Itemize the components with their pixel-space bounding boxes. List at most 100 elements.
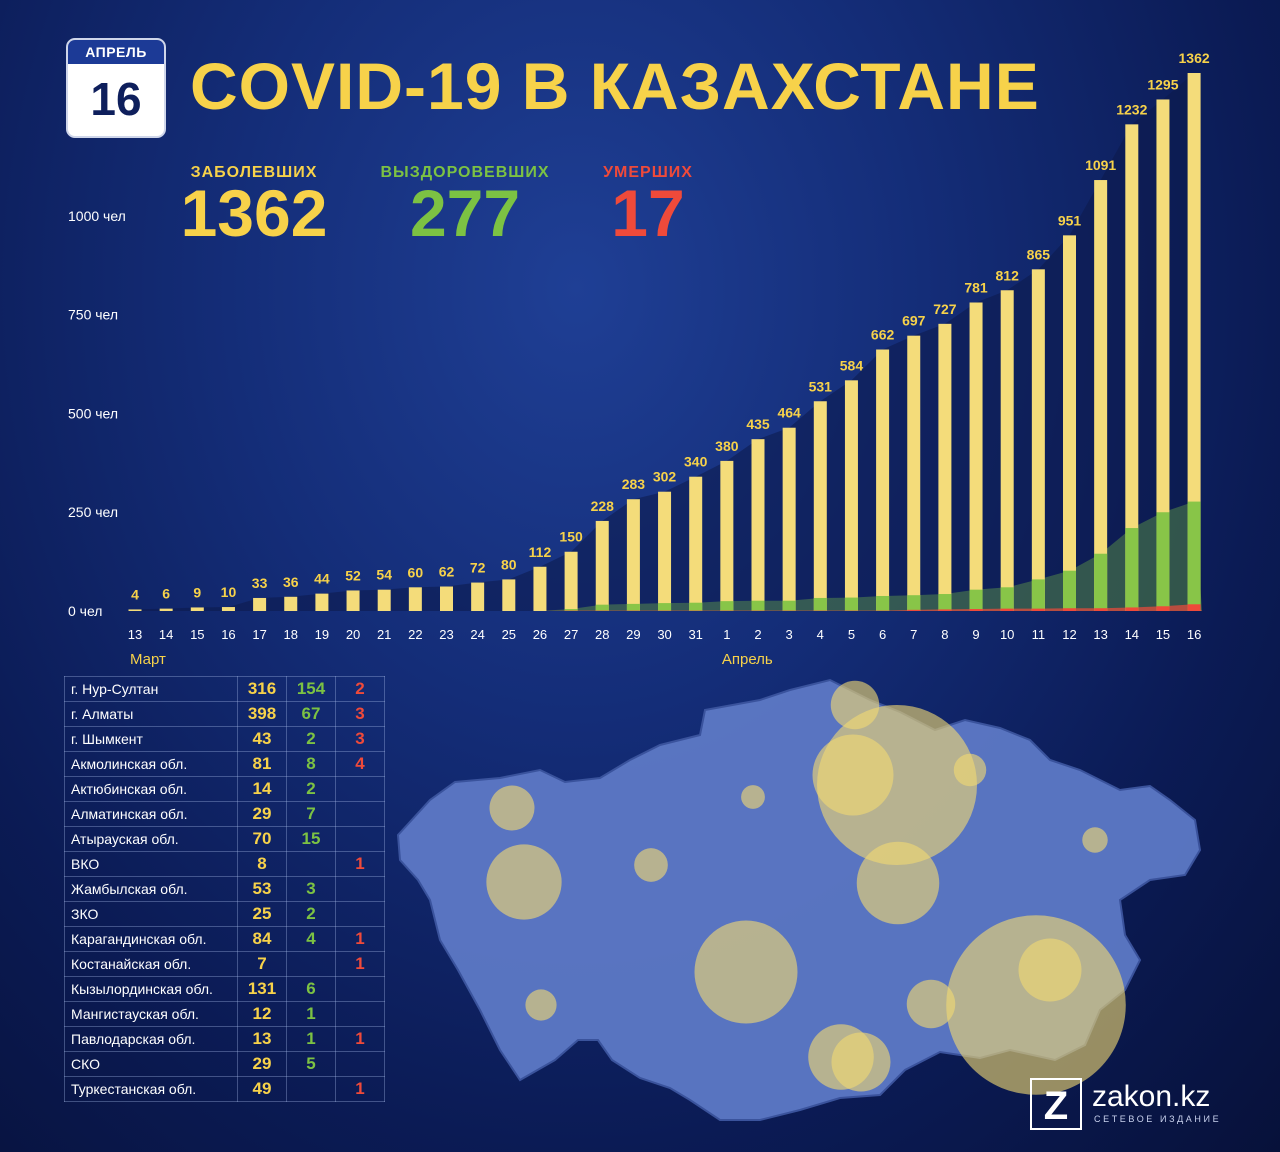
x-tick-label: 24 bbox=[470, 627, 484, 642]
chart-y-ticks: 0 чел 250 чел 500 чел 750 чел 1000 чел bbox=[68, 208, 126, 619]
recovered-bar bbox=[1125, 528, 1139, 611]
region-name: Жамбылская обл. bbox=[64, 876, 238, 902]
map-bubble bbox=[830, 680, 880, 730]
x-tick-label: 28 bbox=[595, 627, 609, 642]
recovered-bar bbox=[626, 603, 640, 611]
cases-bar bbox=[1000, 290, 1014, 611]
map-bubble bbox=[953, 753, 987, 787]
bar-value-label: 54 bbox=[376, 567, 392, 583]
bar-value-label: 10 bbox=[221, 584, 237, 600]
deaths-bar bbox=[907, 609, 921, 611]
bar-value-label: 340 bbox=[684, 454, 708, 470]
table-row: г. Нур-Султан 316 154 2 bbox=[64, 676, 385, 702]
table-row: г. Алматы 398 67 3 bbox=[64, 701, 385, 727]
region-deaths: 3 bbox=[335, 726, 385, 752]
deaths-bar bbox=[1094, 608, 1108, 611]
bar-value-label: 72 bbox=[470, 560, 486, 576]
region-recovered bbox=[286, 951, 336, 977]
cases-bar bbox=[844, 380, 858, 611]
region-name: Костанайская обл. bbox=[64, 951, 238, 977]
bar-value-label: 283 bbox=[622, 476, 646, 492]
recovered-bar bbox=[938, 594, 952, 611]
map-bubble bbox=[906, 979, 956, 1029]
cases-bar bbox=[876, 349, 890, 611]
region-name: г. Алматы bbox=[64, 701, 238, 727]
region-deaths bbox=[335, 1001, 385, 1027]
table-row: Кызылординская обл. 131 6 bbox=[64, 976, 385, 1002]
bar-value-label: 228 bbox=[591, 498, 615, 514]
cases-bar bbox=[190, 607, 204, 611]
region-cases: 12 bbox=[237, 1001, 287, 1027]
deaths-bar bbox=[1000, 608, 1014, 611]
recovered-bar bbox=[720, 601, 734, 611]
region-recovered: 2 bbox=[286, 776, 336, 802]
bar-value-label: 150 bbox=[559, 529, 583, 545]
cases-bar bbox=[221, 607, 235, 611]
recovered-bar bbox=[782, 600, 796, 611]
deaths-bar bbox=[969, 609, 983, 611]
x-tick-label: 2 bbox=[754, 627, 761, 642]
cases-bar bbox=[782, 427, 796, 611]
map-bubble bbox=[856, 841, 940, 925]
region-recovered bbox=[286, 851, 336, 877]
x-tick-label: 25 bbox=[502, 627, 516, 642]
region-name: Карагандинская обл. bbox=[64, 926, 238, 952]
cases-bar bbox=[533, 566, 547, 611]
region-cases: 14 bbox=[237, 776, 287, 802]
region-name: г. Шымкент bbox=[64, 726, 238, 752]
bar-value-label: 697 bbox=[902, 313, 926, 329]
cases-bar bbox=[502, 579, 516, 611]
table-row: Туркестанская обл. 49 1 bbox=[64, 1076, 385, 1102]
cases-value: 1362 bbox=[180, 176, 328, 250]
chart-month-labels: Март Апрель bbox=[130, 651, 773, 668]
region-name: СКО bbox=[64, 1051, 238, 1077]
bar-value-label: 302 bbox=[653, 469, 677, 485]
x-tick-label: 16 bbox=[221, 627, 235, 642]
x-tick-label: 9 bbox=[972, 627, 979, 642]
region-cases: 81 bbox=[237, 751, 287, 777]
map-bubble bbox=[525, 989, 557, 1021]
x-tick-label: 8 bbox=[941, 627, 948, 642]
cases-bar bbox=[658, 491, 672, 611]
map-bubble bbox=[486, 844, 562, 920]
cases-bar bbox=[813, 401, 827, 611]
map-bubble bbox=[946, 915, 1126, 1095]
table-row: Жамбылская обл. 53 3 bbox=[64, 876, 385, 902]
recovered-bar bbox=[876, 595, 890, 611]
cases-bar bbox=[159, 608, 173, 611]
table-row: Акмолинская обл. 81 8 4 bbox=[64, 751, 385, 777]
region-recovered: 5 bbox=[286, 1051, 336, 1077]
cases-bar bbox=[626, 499, 640, 611]
bar-value-label: 1232 bbox=[1116, 101, 1147, 117]
region-cases: 84 bbox=[237, 926, 287, 952]
region-recovered bbox=[286, 1076, 336, 1102]
deaths-bar bbox=[938, 609, 952, 611]
map-bubble bbox=[808, 1024, 874, 1090]
region-cases: 53 bbox=[237, 876, 287, 902]
y-tick-label: 1000 чел bbox=[68, 208, 126, 224]
x-tick-label: 22 bbox=[408, 627, 422, 642]
cases-bar bbox=[346, 590, 360, 611]
regions-table: г. Нур-Султан 316 154 2 г. Алматы 398 67 3 г. Шы… bbox=[64, 676, 385, 1102]
x-tick-label: 3 bbox=[786, 627, 793, 642]
x-tick-label: 4 bbox=[817, 627, 824, 642]
region-recovered: 1 bbox=[286, 1001, 336, 1027]
cases-area bbox=[127, 73, 1203, 611]
cases-bar bbox=[1125, 124, 1139, 611]
x-tick-label: 17 bbox=[252, 627, 266, 642]
bar-value-label: 62 bbox=[439, 564, 455, 580]
region-cases: 398 bbox=[237, 701, 287, 727]
cases-bar bbox=[938, 323, 952, 611]
table-row: Павлодарская обл. 13 1 1 bbox=[64, 1026, 385, 1052]
recovered-bar bbox=[969, 589, 983, 611]
table-row: Атырауская обл. 70 15 bbox=[64, 826, 385, 852]
region-recovered: 2 bbox=[286, 901, 336, 927]
region-recovered: 3 bbox=[286, 876, 336, 902]
x-tick-label: 15 bbox=[1156, 627, 1170, 642]
deaths-bar bbox=[1125, 607, 1139, 611]
x-tick-label: 1 bbox=[723, 627, 730, 642]
bar-value-label: 60 bbox=[408, 564, 424, 580]
month-label: Март bbox=[130, 651, 166, 668]
region-name: Акмолинская обл. bbox=[64, 751, 238, 777]
